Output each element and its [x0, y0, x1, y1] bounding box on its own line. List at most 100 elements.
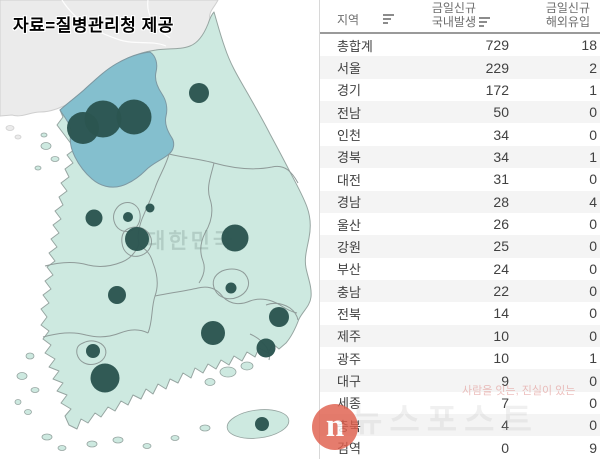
region-cell: 충남	[337, 284, 361, 300]
table-row[interactable]: 경기 172 1	[320, 79, 600, 101]
table-row[interactable]: 광주 10 1	[320, 347, 600, 369]
islands	[14, 132, 254, 451]
table-row[interactable]: 대구 9 0	[320, 369, 600, 392]
sort-icon[interactable]	[383, 14, 396, 25]
table-row[interactable]: 충남 22 0	[320, 279, 600, 303]
circles-layer	[67, 83, 289, 431]
domestic-cell: 22	[493, 283, 509, 300]
region-header-label: 지역	[337, 13, 360, 27]
sort-icon[interactable]	[479, 16, 492, 28]
overseas-cell: 1	[589, 81, 597, 98]
column-header-overseas[interactable]: 금일신규 해외유입	[546, 1, 590, 29]
domestic-cell: 172	[485, 81, 509, 98]
map-case-circle[interactable]	[67, 112, 99, 144]
table-row[interactable]: 전북 14 0	[320, 302, 600, 324]
overseas-cell: 18	[581, 37, 597, 54]
overseas-cell: 0	[589, 372, 597, 389]
domestic-cell: 34	[493, 126, 509, 143]
nk-province-line	[147, 0, 171, 39]
country-watermark: 대한민국	[146, 230, 235, 253]
overseas-cell: 0	[589, 394, 597, 411]
map-case-circle[interactable]	[108, 286, 126, 304]
domestic-cell: 10	[493, 327, 509, 344]
table-row[interactable]: 인천 34 0	[320, 123, 600, 145]
map-case-circle[interactable]	[256, 338, 276, 358]
map-panel: 대한민국 자료=질병관리청 제공	[0, 0, 312, 451]
domestic-cell: 26	[493, 216, 509, 233]
region-cell: 총합계	[337, 38, 373, 54]
map-case-circle[interactable]	[116, 99, 152, 135]
overseas-cell: 0	[589, 327, 597, 344]
region-cell: 대전	[337, 172, 361, 188]
overseas-cell: 0	[589, 126, 597, 143]
map-case-circle[interactable]	[86, 344, 100, 358]
table-row[interactable]: 강원 25 0	[320, 235, 600, 258]
region-cell: 충북	[337, 418, 361, 434]
map-case-circle[interactable]	[145, 203, 155, 213]
domestic-cell: 729	[485, 37, 509, 54]
table-row[interactable]: 검역 0 9	[320, 436, 600, 458]
region-cell: 세종	[337, 396, 361, 412]
map-case-circle[interactable]	[221, 224, 249, 252]
region-cell: 부산	[337, 262, 361, 278]
column-header-domestic[interactable]: 금일신규 국내발생	[432, 1, 492, 29]
overseas-cell: 1	[589, 148, 597, 165]
map-case-circle[interactable]	[189, 83, 209, 103]
table-row[interactable]: 서울 229 2	[320, 56, 600, 79]
region-cell: 인천	[337, 128, 361, 144]
domestic-cell: 28	[493, 193, 509, 210]
map-case-circle[interactable]	[125, 227, 149, 251]
overseas-cell: 9	[589, 439, 597, 456]
overseas-cell: 4	[589, 193, 597, 210]
table-row[interactable]: 제주 10 0	[320, 324, 600, 348]
column-header-region[interactable]: 지역	[337, 11, 396, 28]
overseas-header-line1: 금일신규	[545, 1, 590, 15]
map-svg: 대한민국	[0, 0, 312, 451]
overseas-cell: 0	[589, 216, 597, 233]
domestic-header-line1: 금일신규	[431, 1, 476, 15]
domestic-cell: 229	[485, 59, 509, 76]
domestic-header-line2: 국내발생	[431, 15, 476, 29]
region-cell: 울산	[337, 217, 361, 233]
overseas-cell: 2	[589, 59, 597, 76]
table-row[interactable]: 총합계 729 18	[320, 34, 600, 56]
region-cell: 검역	[337, 441, 361, 457]
domestic-cell: 10	[493, 350, 509, 367]
map-case-circle[interactable]	[269, 307, 289, 327]
map-case-circle[interactable]	[123, 212, 133, 222]
map-case-circle[interactable]	[255, 417, 269, 431]
domestic-cell: 9	[501, 372, 509, 389]
nk-island	[5, 125, 15, 131]
map-case-circle[interactable]	[85, 209, 103, 227]
domestic-cell: 50	[493, 104, 509, 121]
region-cell: 경남	[337, 195, 361, 211]
region-cell: 강원	[337, 239, 361, 255]
map-case-circle[interactable]	[201, 321, 225, 345]
table-row[interactable]: 충북 4 0	[320, 414, 600, 437]
table-header: 지역 금일신규 국내발생 금일신규 해외유입	[320, 0, 600, 34]
table-row[interactable]: 울산 26 0	[320, 213, 600, 235]
table-row[interactable]: 대전 31 0	[320, 168, 600, 190]
table-row[interactable]: 부산 24 0	[320, 258, 600, 280]
region-cell: 전북	[337, 306, 361, 322]
region-cell: 광주	[337, 351, 361, 367]
region-cell: 경기	[337, 83, 361, 99]
nk-province-line	[61, 0, 167, 47]
overseas-cell: 0	[589, 417, 597, 434]
map-case-circle[interactable]	[90, 363, 120, 393]
domestic-cell: 25	[493, 238, 509, 255]
region-cell: 제주	[337, 329, 361, 345]
domestic-cell: 0	[501, 439, 509, 456]
region-cell: 전남	[337, 105, 361, 121]
overseas-cell: 0	[589, 305, 597, 322]
table-row[interactable]: 전남 50 0	[320, 101, 600, 124]
map-case-circle[interactable]	[225, 282, 237, 294]
overseas-cell: 0	[589, 260, 597, 277]
table-row[interactable]: 경북 34 1	[320, 145, 600, 169]
overseas-cell: 0	[589, 238, 597, 255]
domestic-cell: 14	[493, 305, 509, 322]
table-row[interactable]: 세종 7 0	[320, 392, 600, 414]
region-cell: 서울	[337, 61, 361, 77]
table-row[interactable]: 경남 28 4	[320, 190, 600, 213]
